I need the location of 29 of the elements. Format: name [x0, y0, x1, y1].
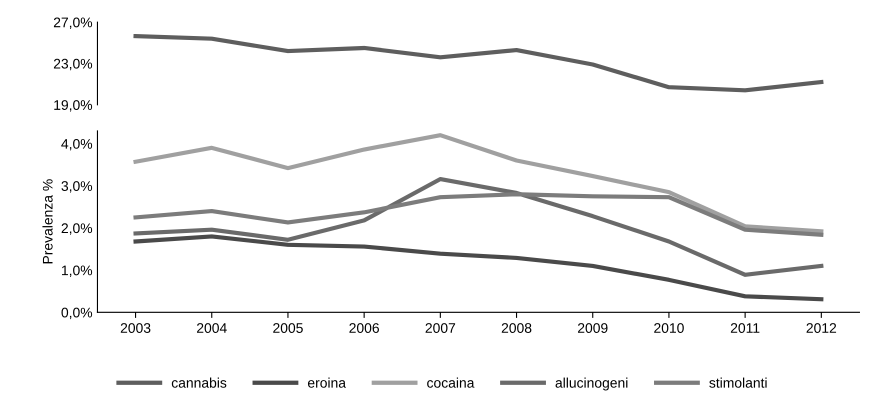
- legend-label: allucinogeni: [556, 378, 628, 390]
- y-axis-title: Prevalenza %: [42, 179, 53, 264]
- y-tick-label: 0,0%: [61, 308, 92, 320]
- line-series: [133, 192, 824, 237]
- y-tick-label: 27,0%: [54, 18, 92, 29]
- line-series: [133, 234, 824, 302]
- x-tick-label: 2012: [806, 323, 836, 333]
- line-series: [133, 133, 824, 234]
- x-tick-label: 2006: [349, 323, 379, 333]
- legend-label: stimolanti: [709, 378, 767, 388]
- x-tick-label: 2003: [120, 323, 150, 333]
- x-tick-label: 2011: [730, 323, 760, 333]
- y-tick-label: 4,0%: [61, 138, 92, 150]
- legend-label: cocaina: [427, 378, 474, 388]
- legend-label: cannabis: [172, 378, 226, 388]
- line-series: [133, 176, 824, 277]
- line-series: [133, 34, 824, 92]
- y-tick-label: 3,0%: [61, 181, 92, 193]
- x-tick-label: 2010: [654, 323, 684, 333]
- x-tick-label: 2008: [502, 323, 532, 333]
- x-tick-label: 2005: [273, 323, 303, 333]
- x-tick-label: 2007: [426, 323, 456, 333]
- y-tick-label: 1,0%: [62, 265, 92, 277]
- x-tick-label: 2009: [578, 323, 608, 333]
- y-tick-label: 23,0%: [54, 58, 92, 70]
- x-tick-label: 2004: [197, 323, 227, 333]
- y-tick-label: 2,0%: [62, 223, 92, 235]
- y-tick-label: 19,0%: [54, 100, 92, 112]
- legend-label: eroina: [308, 378, 346, 388]
